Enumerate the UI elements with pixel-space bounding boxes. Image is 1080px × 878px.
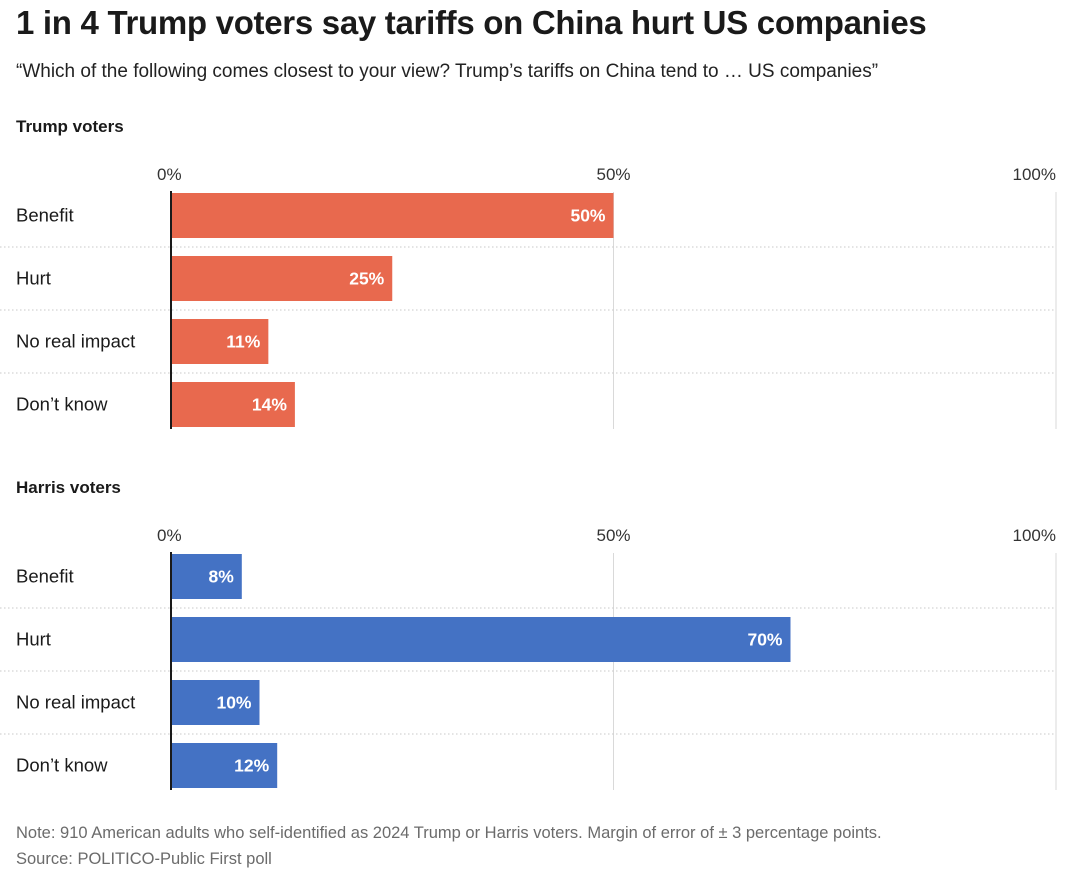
tick-label: 50% bbox=[596, 526, 630, 545]
category-label: Hurt bbox=[16, 268, 51, 289]
panel-title-trump: Trump voters bbox=[16, 117, 124, 136]
data-label: 12% bbox=[234, 756, 269, 776]
data-label: 14% bbox=[252, 395, 287, 415]
tick-label: 100% bbox=[1013, 526, 1056, 545]
bar bbox=[171, 319, 269, 364]
category-label: Don’t know bbox=[16, 394, 108, 415]
tick-label: 100% bbox=[1013, 165, 1056, 184]
data-label: 50% bbox=[570, 206, 605, 226]
chart-footnote: Note: 910 American adults who self-ident… bbox=[16, 820, 882, 872]
chart-title: 1 in 4 Trump voters say tariffs on China… bbox=[16, 4, 927, 41]
tick-label: 50% bbox=[596, 165, 630, 184]
trump-voters-chart: 0% 50% 100% Benefit 50% Hurt 25% No real impact… bbox=[0, 165, 1057, 429]
category-label: Benefit bbox=[16, 205, 74, 226]
tick-label: 0% bbox=[157, 526, 182, 545]
harris-voters-chart: 0% 50% 100% Benefit 8% Hurt 70% No real impact 1… bbox=[0, 526, 1057, 790]
data-label: 8% bbox=[209, 567, 235, 587]
bar bbox=[171, 193, 614, 238]
data-label: 70% bbox=[747, 630, 782, 650]
panel-title-harris: Harris voters bbox=[16, 478, 121, 497]
bar bbox=[171, 743, 278, 788]
data-label: 11% bbox=[226, 332, 260, 352]
category-label: Don’t know bbox=[16, 755, 108, 776]
category-label: No real impact bbox=[16, 331, 135, 352]
bar bbox=[171, 680, 260, 725]
data-label: 25% bbox=[349, 269, 384, 289]
category-label: No real impact bbox=[16, 692, 135, 713]
note-text: Note: 910 American adults who self-ident… bbox=[16, 824, 882, 842]
data-label: 10% bbox=[216, 693, 251, 713]
bar bbox=[171, 256, 393, 301]
bar bbox=[171, 617, 791, 662]
category-label: Hurt bbox=[16, 629, 51, 650]
category-label: Benefit bbox=[16, 566, 74, 587]
source-text: Source: POLITICO-Public First poll bbox=[16, 850, 272, 868]
chart-subtitle: “Which of the following comes closest to… bbox=[16, 61, 879, 82]
bar bbox=[171, 382, 295, 427]
tick-label: 0% bbox=[157, 165, 182, 184]
bar bbox=[171, 554, 242, 599]
